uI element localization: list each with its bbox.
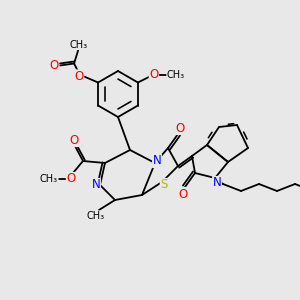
- Text: O: O: [176, 122, 184, 134]
- Text: CH₃: CH₃: [69, 40, 87, 50]
- Text: O: O: [50, 59, 59, 72]
- Text: O: O: [178, 188, 188, 200]
- Text: CH₃: CH₃: [167, 70, 185, 80]
- Text: CH₃: CH₃: [87, 211, 105, 221]
- Text: N: N: [153, 154, 161, 167]
- Text: N: N: [213, 176, 221, 190]
- Text: N: N: [92, 178, 100, 191]
- Text: O: O: [66, 172, 76, 185]
- Text: O: O: [69, 134, 79, 146]
- Text: O: O: [149, 68, 158, 81]
- Text: O: O: [74, 70, 84, 83]
- Text: CH₃: CH₃: [40, 174, 58, 184]
- Text: S: S: [160, 178, 168, 191]
